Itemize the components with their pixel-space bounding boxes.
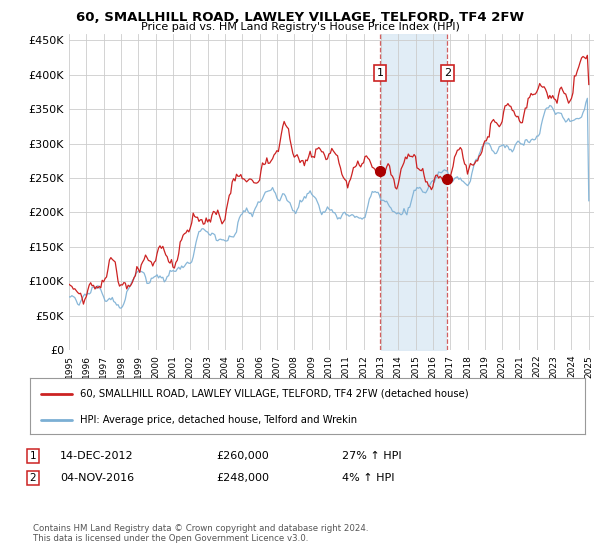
Text: Price paid vs. HM Land Registry's House Price Index (HPI): Price paid vs. HM Land Registry's House … — [140, 22, 460, 32]
Text: 2: 2 — [443, 68, 451, 78]
Text: 04-NOV-2016: 04-NOV-2016 — [60, 473, 134, 483]
Text: 4% ↑ HPI: 4% ↑ HPI — [342, 473, 395, 483]
Text: Contains HM Land Registry data © Crown copyright and database right 2024.
This d: Contains HM Land Registry data © Crown c… — [33, 524, 368, 543]
Text: 14-DEC-2012: 14-DEC-2012 — [60, 451, 134, 461]
Text: 60, SMALLHILL ROAD, LAWLEY VILLAGE, TELFORD, TF4 2FW: 60, SMALLHILL ROAD, LAWLEY VILLAGE, TELF… — [76, 11, 524, 24]
Text: £248,000: £248,000 — [216, 473, 269, 483]
Text: 1: 1 — [377, 68, 383, 78]
Text: 1: 1 — [29, 451, 37, 461]
Text: 2: 2 — [29, 473, 37, 483]
Text: HPI: Average price, detached house, Telford and Wrekin: HPI: Average price, detached house, Telf… — [80, 415, 357, 425]
Text: 60, SMALLHILL ROAD, LAWLEY VILLAGE, TELFORD, TF4 2FW (detached house): 60, SMALLHILL ROAD, LAWLEY VILLAGE, TELF… — [80, 389, 469, 399]
Text: 27% ↑ HPI: 27% ↑ HPI — [342, 451, 401, 461]
Text: £260,000: £260,000 — [216, 451, 269, 461]
